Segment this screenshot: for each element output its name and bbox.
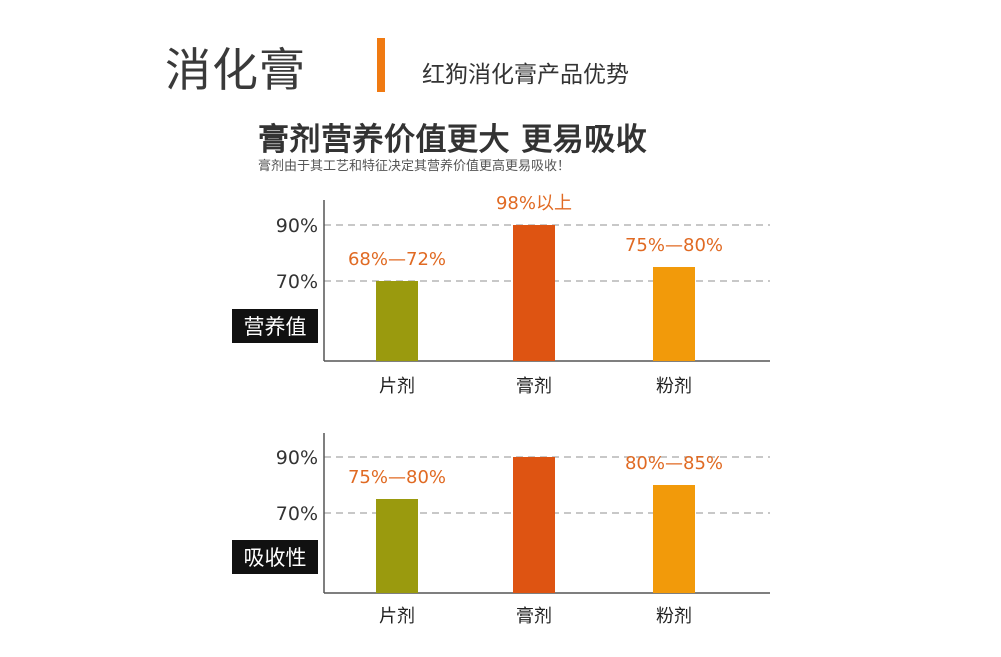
chart-2: 90% 70% 吸收性 75%—80% 片剂 膏剂 80%—85% 粉剂 bbox=[232, 433, 770, 627]
page-subtitle: 红狗消化膏产品优势 bbox=[422, 62, 629, 88]
x-tick-label: 膏剂 bbox=[516, 375, 552, 397]
y-axis-label: 营养值 bbox=[244, 315, 307, 339]
y-axis-label-chip bbox=[232, 309, 318, 343]
data-label: 68%—72% bbox=[348, 249, 446, 270]
x-tick-label: 膏剂 bbox=[516, 605, 552, 627]
y-tick-label: 70% bbox=[276, 271, 318, 293]
bar-1 bbox=[376, 499, 418, 593]
data-label: 98%以上 bbox=[496, 193, 572, 214]
bar-3 bbox=[653, 485, 695, 593]
y-axis-label: 吸收性 bbox=[244, 546, 307, 570]
x-tick-label: 粉剂 bbox=[656, 376, 692, 397]
bar-1 bbox=[376, 281, 418, 361]
chart-tagline: 膏剂由于其工艺和特征决定其营养价值更高更易吸收！ bbox=[258, 159, 571, 174]
y-axis-label-chip bbox=[232, 540, 318, 574]
data-label: 75%—80% bbox=[625, 235, 723, 256]
x-tick-label: 片剂 bbox=[379, 606, 415, 627]
x-tick-label: 片剂 bbox=[379, 376, 415, 397]
y-tick-label: 90% bbox=[276, 447, 318, 469]
page-title: 消化膏 bbox=[165, 43, 306, 97]
bar-3 bbox=[653, 267, 695, 361]
data-label: 80%—85% bbox=[625, 453, 723, 474]
chart-headline: 膏剂营养价值更大 更易吸收 bbox=[258, 122, 648, 158]
title-accent-bar bbox=[377, 38, 385, 92]
bar-2 bbox=[513, 457, 555, 593]
x-tick-label: 粉剂 bbox=[656, 606, 692, 627]
data-label: 75%—80% bbox=[348, 467, 446, 488]
bar-2 bbox=[513, 225, 555, 361]
y-tick-label: 90% bbox=[276, 215, 318, 237]
y-tick-label: 70% bbox=[276, 503, 318, 525]
